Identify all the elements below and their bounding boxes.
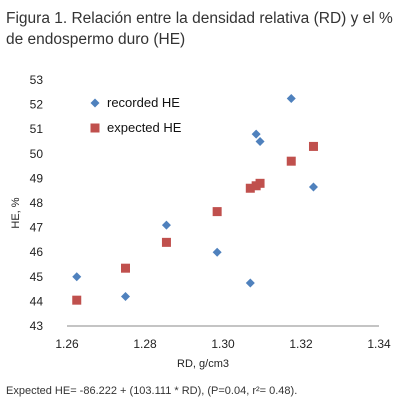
y-tick-label: 46	[30, 245, 44, 259]
x-tick-label: 1.34	[367, 337, 391, 351]
figure-caption-title: Figura 1. Relación entre la densidad rel…	[6, 10, 393, 48]
y-tick-label: 52	[30, 98, 44, 112]
expected-he-point	[245, 183, 255, 193]
x-tick-label: 1.26	[55, 337, 79, 351]
y-tick-label: 53	[30, 73, 44, 87]
recorded-he-point	[161, 220, 171, 230]
regression-footnote: Expected HE= -86.222 + (103.111 * RD), (…	[6, 385, 298, 397]
y-axis-title: HE, %	[10, 197, 22, 228]
axis-ticks: 43 44 45 46 47 48 49 50 51 52 53 1.26 1.28 1.30 1.32 1.…	[30, 73, 391, 351]
legend-label: expected HE	[107, 120, 182, 135]
y-tick-label: 50	[30, 147, 44, 161]
legend: recorded HE expected HE	[90, 95, 182, 135]
x-tick-label: 1.28	[133, 337, 157, 351]
x-axis-title: RD, g/cm3	[177, 358, 229, 370]
expected-he-point	[286, 156, 296, 166]
recorded-he-point	[121, 291, 130, 301]
recorded-he-point	[212, 247, 222, 257]
recorded-he-point	[255, 137, 265, 146]
legend-diamond-marker	[90, 98, 100, 108]
expected-he-point	[72, 295, 82, 305]
y-tick-label: 49	[30, 171, 44, 185]
y-tick-label: 48	[30, 196, 44, 210]
recorded-he-point	[251, 129, 261, 139]
recorded-he-point	[245, 278, 255, 288]
data-points	[72, 93, 318, 305]
x-tick-label: 1.32	[289, 337, 313, 351]
y-tick-label: 47	[30, 221, 44, 235]
expected-he-point	[308, 141, 318, 151]
x-tick-label: 1.30	[211, 337, 235, 351]
recorded-he-point	[308, 182, 318, 192]
recorded-he-point	[286, 93, 296, 103]
expected-he-point	[255, 178, 265, 188]
y-tick-label: 43	[30, 319, 44, 333]
y-tick-label: 45	[30, 270, 44, 284]
y-tick-label: 51	[30, 122, 44, 136]
expected-he-point	[121, 263, 130, 273]
y-tick-label: 44	[30, 294, 44, 308]
expected-he-point	[161, 237, 171, 247]
recorded-he-point	[72, 272, 82, 282]
legend-square-marker	[90, 123, 100, 133]
legend-label: recorded HE	[107, 95, 180, 110]
expected-he-point	[212, 207, 222, 217]
